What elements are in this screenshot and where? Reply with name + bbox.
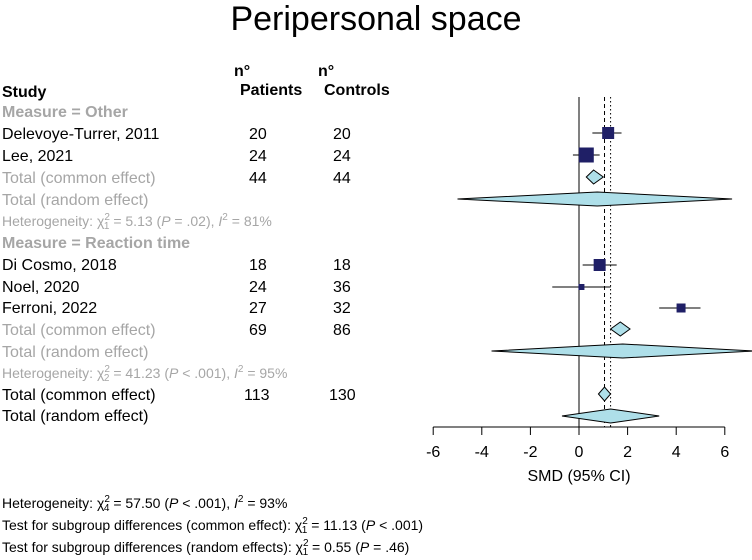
group-label: Measure = Other [2,104,128,121]
diamond-g1-common [585,169,605,185]
study-name: Di Cosmo, 2018 [2,257,117,274]
diamond-g2-random [491,343,752,359]
chart-title: Peripersonal space [230,0,522,38]
subgroup-random-label: Total (random effect) [2,192,149,209]
patients-n: 24 [249,279,267,296]
subgroup-common-label: Total (common effect) [2,170,156,187]
x-tick-label: 0 [575,444,584,461]
subgroup-random-label: Total (random effect) [2,344,149,361]
study-square-noel [578,284,585,290]
controls-n: 130 [329,387,356,404]
study-name: Delevoye-Turrer, 2011 [2,126,160,143]
diamond-total-random [561,408,660,424]
x-tick-label: -2 [523,444,537,461]
study-name: Lee, 2021 [2,148,74,165]
x-axis-label: SMD (95% CI) [527,468,630,485]
patients-n: 24 [249,148,267,165]
diamond-g2-common [609,321,631,337]
diamond-g1-random [457,191,733,207]
study-square-ferroni [676,303,686,313]
controls-n: 24 [333,148,351,165]
study-name: Ferroni, 2022 [2,300,98,317]
controls-header-line2: Controls [324,82,390,99]
patients-n: 69 [249,322,267,339]
patients-n: 44 [249,170,267,187]
controls-n: 86 [333,322,351,339]
subgroup-common-label: Total (common effect) [2,322,156,339]
subgroup-heterogeneity: Heterogeneity: χ22 = 41.23 (P < .001), I… [2,364,288,384]
patients-n: 18 [249,257,267,274]
subgroup-heterogeneity: Heterogeneity: χ21 = 5.13 (P = .02), I2 … [2,212,272,232]
x-tick-label: 4 [672,444,681,461]
controls-n: 20 [333,126,351,143]
patients-header-line1: n° [234,63,251,80]
patients-n: 27 [249,300,267,317]
study-square-dicosmo [593,259,606,271]
x-tick-label: -4 [475,444,489,461]
overall-heterogeneity: Heterogeneity: χ24 = 57.50 (P < .001), I… [2,494,288,514]
x-tick-label: -6 [426,444,440,461]
study-square-lee [578,147,594,163]
group-label: Measure = Reaction time [2,235,191,252]
x-tick-label: 2 [623,444,632,461]
overall-random-label: Total (random effect) [2,408,149,425]
controls-n: 36 [333,279,351,296]
study-name: Noel, 2020 [2,279,80,296]
study-header: Study [2,84,47,101]
subgroup-test-common: Test for subgroup differences (common ef… [2,516,424,536]
x-tick-label: 6 [720,444,729,461]
patients-n: 113 [244,387,270,404]
controls-header-line1: n° [318,63,335,80]
patients-header-line2: Patients [240,82,303,99]
controls-n: 18 [333,257,351,274]
study-square-delevoye [602,127,615,139]
overall-common-label: Total (common effect) [2,387,156,404]
patients-n: 20 [249,126,267,143]
diamond-total-common [597,386,612,402]
controls-n: 32 [333,300,351,317]
subgroup-test-random: Test for subgroup differences (random ef… [2,538,410,558]
controls-n: 44 [333,170,351,187]
